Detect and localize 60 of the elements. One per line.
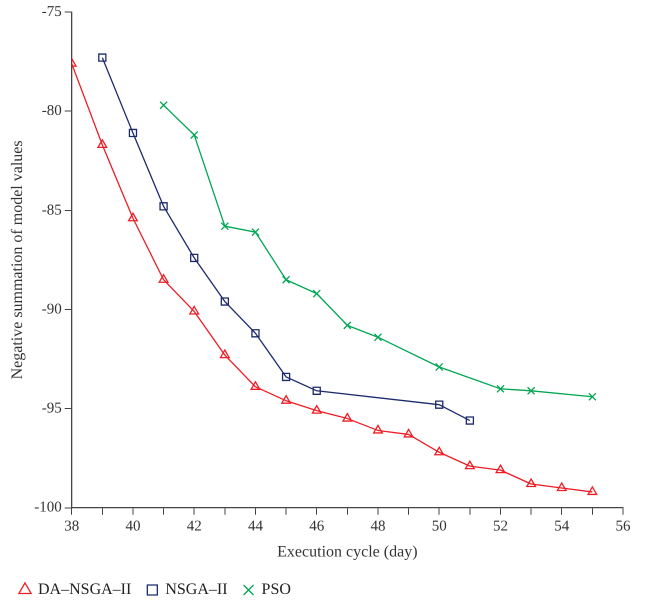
point: [282, 276, 290, 284]
x-tick-label: 54: [554, 518, 570, 535]
point: [128, 212, 138, 222]
point: [281, 395, 292, 404]
point: [435, 400, 444, 409]
point: [250, 381, 260, 390]
x-tick-label: 56: [616, 518, 631, 535]
point: [374, 333, 382, 342]
point: [128, 128, 138, 138]
point: [190, 254, 198, 262]
point: [496, 384, 505, 393]
point: [526, 478, 536, 488]
point: [434, 446, 444, 456]
point: [97, 139, 108, 148]
x-axis-title: Execution cycle (day): [277, 544, 418, 561]
point: [464, 460, 475, 470]
legend-label: NSGA–II: [165, 581, 228, 598]
point: [158, 274, 169, 283]
point: [588, 392, 597, 401]
x-tick-label: 48: [370, 518, 386, 535]
x-tick-label: 42: [186, 518, 202, 535]
point: [159, 101, 168, 110]
point: [220, 222, 230, 230]
point: [496, 464, 506, 474]
point: [189, 306, 200, 315]
point: [342, 412, 352, 422]
x-tick-label: 44: [248, 518, 264, 535]
point: [190, 130, 198, 140]
point: [526, 386, 536, 395]
point: [159, 202, 168, 211]
point: [372, 424, 383, 434]
point: [404, 428, 414, 438]
point: [312, 404, 322, 414]
point: [282, 372, 290, 382]
legend-label: PSO: [262, 581, 291, 598]
x-tick-label: 38: [64, 518, 80, 535]
point: [587, 486, 598, 496]
y-tick-label: -80: [42, 103, 62, 120]
point: [251, 228, 260, 236]
x-tick-label: 40: [125, 518, 140, 535]
y-axis-title: Negative summation of model values: [8, 140, 26, 380]
point: [556, 482, 567, 492]
point: [220, 349, 230, 358]
y-tick-label: -95: [42, 400, 62, 417]
y-tick-label: -85: [42, 202, 62, 218]
point: [466, 416, 474, 425]
x-tick-label: 52: [492, 518, 508, 535]
y-tick-label: -75: [42, 4, 62, 20]
x-tick-label: 50: [432, 518, 447, 535]
point: [343, 321, 352, 330]
legend-label: DA–NSGA–II: [38, 581, 132, 598]
point: [312, 289, 321, 298]
point: [98, 53, 107, 62]
point: [312, 386, 321, 395]
point: [220, 297, 230, 306]
point: [435, 362, 444, 372]
y-tick-label: -90: [42, 301, 62, 318]
y-tick-label: -100: [34, 500, 62, 516]
x-tick-label: 46: [309, 518, 325, 535]
point: [251, 329, 260, 338]
